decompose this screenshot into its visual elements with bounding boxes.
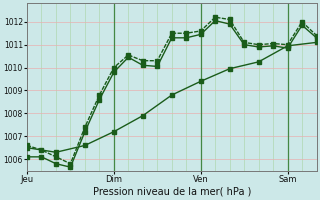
- X-axis label: Pression niveau de la mer( hPa ): Pression niveau de la mer( hPa ): [92, 187, 251, 197]
